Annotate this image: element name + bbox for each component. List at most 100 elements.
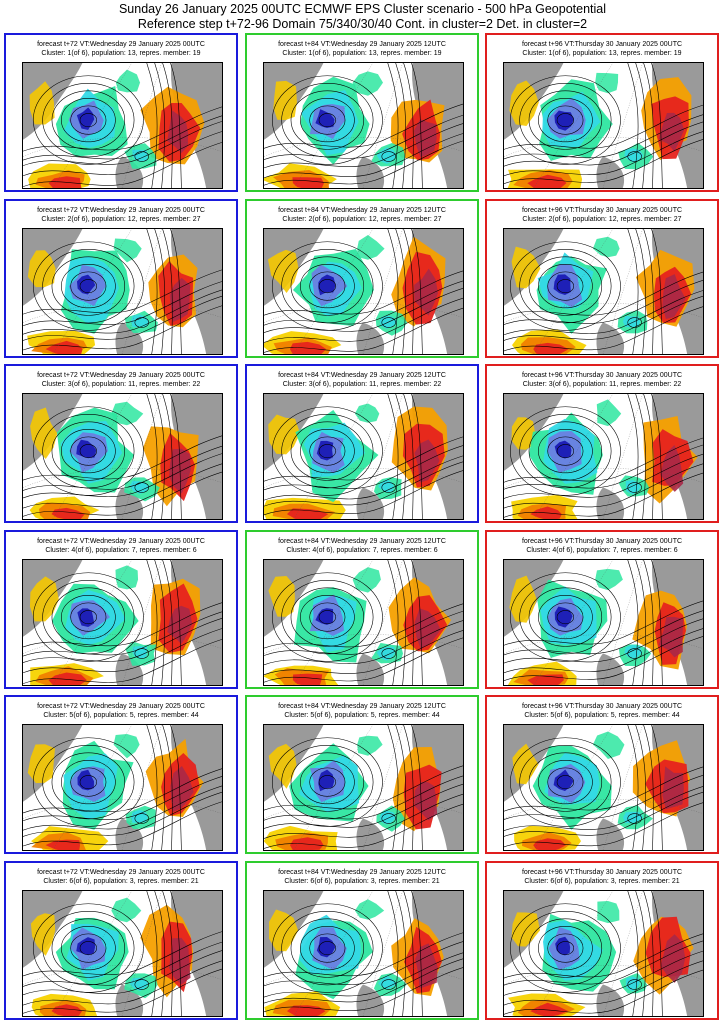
geopotential-map (22, 558, 223, 686)
geopotential-map (503, 62, 704, 189)
cluster-panel: forecast t+72 VT:Wednesday 29 January 20… (4, 33, 238, 192)
graticule (504, 394, 703, 519)
forecast-step-label: forecast t+84 VT:Wednesday 29 January 20… (278, 703, 446, 710)
forecast-step-label: forecast t+96 VT:Thursday 30 January 202… (521, 537, 683, 545)
geopotential-map (22, 889, 223, 1017)
geopotential-contours (504, 725, 703, 850)
panel-caption: forecast t+72 VT:Wednesday 29 January 20… (6, 371, 236, 389)
forecast-step-label: forecast t+84 VT:Wednesday 29 January 20… (278, 868, 446, 876)
graticule (504, 725, 703, 850)
panel-caption: forecast t+96 VT:Thursday 30 January 202… (487, 702, 717, 720)
cluster-label: Cluster: 1(of 6), population: 13, repres… (282, 50, 442, 57)
panel-caption: forecast t+96 VT:Thursday 30 January 202… (487, 371, 717, 389)
cluster-panel: forecast t+72 VT:Wednesday 29 January 20… (4, 695, 238, 854)
forecast-step-label: forecast t+96 VT:Thursday 30 January 202… (521, 41, 683, 48)
page-subtitle: Reference step t+72-96 Domain 75/340/30/… (137, 17, 588, 31)
graticule (504, 63, 703, 188)
cluster-panel: forecast t+84 VT:Wednesday 29 January 20… (245, 364, 479, 523)
graticule (264, 228, 463, 354)
geopotential-map (503, 724, 704, 851)
geopotential-contours (504, 559, 703, 685)
forecast-step-label: forecast t+72 VT:Wednesday 29 January 20… (37, 703, 205, 710)
panel-caption: forecast t+84 VT:Wednesday 29 January 20… (247, 40, 477, 58)
geopotential-contours (504, 228, 703, 354)
cluster-label: Cluster: 3(of 6), population: 11, repres… (522, 381, 682, 388)
cluster-label: Cluster: 2(of 6), population: 12, repres… (522, 215, 682, 223)
panel-caption: forecast t+72 VT:Wednesday 29 January 20… (6, 206, 236, 224)
cluster-label: Cluster: 1(of 6), population: 13, repres… (522, 50, 682, 57)
cluster-panel: forecast t+84 VT:Wednesday 29 January 20… (245, 695, 479, 854)
forecast-step-label: forecast t+84 VT:Wednesday 29 January 20… (278, 206, 446, 214)
geopotential-contours (504, 890, 703, 1016)
cluster-panel-grid: forecast t+72 VT:Wednesday 29 January 20… (4, 33, 722, 1021)
panel-caption: forecast t+72 VT:Wednesday 29 January 20… (6, 40, 236, 58)
geopotential-map (263, 558, 464, 686)
graticule (264, 394, 463, 519)
cluster-label: Cluster: 3(of 6), population: 11, repres… (282, 381, 442, 388)
panel-caption: forecast t+72 VT:Wednesday 29 January 20… (6, 868, 236, 886)
cluster-panel: forecast t+72 VT:Wednesday 29 January 20… (4, 529, 238, 689)
geopotential-contours (23, 63, 222, 188)
forecast-step-label: forecast t+96 VT:Thursday 30 January 202… (521, 206, 683, 214)
cluster-label: Cluster: 5(of 6), population: 5, repres.… (524, 712, 680, 719)
panel-caption: forecast t+84 VT:Wednesday 29 January 20… (247, 371, 477, 389)
geopotential-map (22, 724, 223, 851)
cluster-panel: forecast t+96 VT:Thursday 30 January 202… (485, 695, 719, 854)
graticule (23, 63, 222, 188)
geopotential-contours (264, 890, 463, 1016)
geopotential-map (503, 558, 704, 686)
cluster-panel: forecast t+72 VT:Wednesday 29 January 20… (4, 364, 238, 523)
panel-caption: forecast t+96 VT:Thursday 30 January 202… (487, 868, 717, 886)
geopotential-contours (264, 394, 463, 519)
geopotential-contours (23, 228, 222, 354)
cluster-label: Cluster: 5(of 6), population: 5, repres.… (284, 712, 440, 719)
panel-caption: forecast t+84 VT:Wednesday 29 January 20… (247, 868, 477, 886)
geopotential-contours (264, 559, 463, 685)
geopotential-contours (504, 394, 703, 519)
forecast-step-label: forecast t+72 VT:Wednesday 29 January 20… (37, 41, 205, 48)
graticule (23, 559, 222, 685)
forecast-step-label: forecast t+96 VT:Thursday 30 January 202… (521, 868, 683, 876)
forecast-step-label: forecast t+84 VT:Wednesday 29 January 20… (278, 372, 446, 379)
cluster-label: Cluster: 3(of 6), population: 11, repres… (41, 381, 201, 388)
cluster-label: Cluster: 6(of 6), population: 3, repres.… (524, 877, 680, 885)
cluster-panel: forecast t+96 VT:Thursday 30 January 202… (485, 529, 719, 689)
cluster-panel: forecast t+96 VT:Thursday 30 January 202… (485, 364, 719, 523)
cluster-label: Cluster: 2(of 6), population: 12, repres… (41, 215, 201, 223)
graticule (264, 63, 463, 188)
geopotential-map (263, 724, 464, 851)
panel-caption: forecast t+96 VT:Thursday 30 January 202… (487, 40, 717, 58)
cluster-panel: forecast t+96 VT:Thursday 30 January 202… (485, 33, 719, 192)
cluster-panel: forecast t+96 VT:Thursday 30 January 202… (485, 198, 719, 358)
forecast-step-label: forecast t+72 VT:Wednesday 29 January 20… (37, 206, 205, 214)
panel-caption: forecast t+72 VT:Wednesday 29 January 20… (6, 702, 236, 720)
panel-caption: forecast t+84 VT:Wednesday 29 January 20… (247, 206, 477, 224)
graticule (23, 228, 222, 354)
graticule (504, 228, 703, 354)
geopotential-map (22, 227, 223, 355)
forecast-step-label: forecast t+96 VT:Thursday 30 January 202… (521, 703, 683, 710)
geopotential-contours (23, 559, 222, 685)
geopotential-map (503, 393, 704, 520)
geopotential-map (22, 62, 223, 189)
geopotential-map (503, 227, 704, 355)
panel-caption: forecast t+96 VT:Thursday 30 January 202… (487, 206, 717, 224)
geopotential-map (263, 227, 464, 355)
panel-caption: forecast t+96 VT:Thursday 30 January 202… (487, 537, 717, 555)
cluster-panel: forecast t+72 VT:Wednesday 29 January 20… (4, 860, 238, 1020)
cluster-panel: forecast t+84 VT:Wednesday 29 January 20… (245, 33, 479, 192)
graticule (264, 890, 463, 1016)
geopotential-contours (23, 890, 222, 1016)
graticule (264, 559, 463, 685)
geopotential-map (503, 889, 704, 1017)
forecast-step-label: forecast t+72 VT:Wednesday 29 January 20… (37, 537, 205, 545)
geopotential-contours (264, 725, 463, 850)
geopotential-contours (264, 228, 463, 354)
graticule (264, 725, 463, 850)
graticule (23, 890, 222, 1016)
cluster-label: Cluster: 2(of 6), population: 12, repres… (282, 215, 442, 223)
panel-caption: forecast t+84 VT:Wednesday 29 January 20… (247, 537, 477, 555)
forecast-step-label: forecast t+84 VT:Wednesday 29 January 20… (278, 537, 446, 545)
geopotential-contours (264, 63, 463, 188)
page-header: Sunday 26 January 2025 00UTC ECMWF EPS C… (0, 0, 725, 32)
